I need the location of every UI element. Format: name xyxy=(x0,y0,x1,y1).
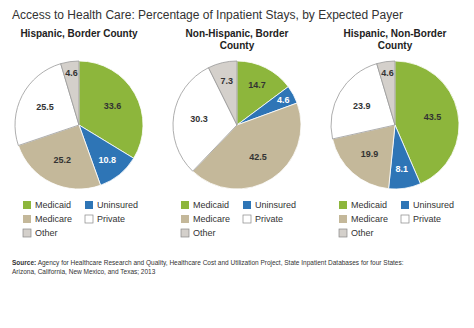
pie-slice xyxy=(377,61,395,125)
legend-entry: Private xyxy=(413,214,441,224)
legend-entry: Medicare xyxy=(193,214,230,224)
legend: Medicaid Uninsured Medicare Private Other xyxy=(181,200,296,238)
legend-swatch xyxy=(181,201,189,209)
legend-entry: Medicare xyxy=(351,214,388,224)
data-label: 14.7 xyxy=(248,80,266,90)
source: Source: Agency for Healthcare Research a… xyxy=(0,257,474,276)
title: Access to Health Care: Percentage of Inp… xyxy=(0,0,474,25)
legend-swatch xyxy=(181,215,189,223)
pie-slice xyxy=(331,64,395,139)
legend-entry: Other xyxy=(351,228,374,238)
pie-slice xyxy=(173,68,237,171)
data-label: 4.6 xyxy=(381,68,394,78)
legend-swatch xyxy=(23,229,31,237)
legend-swatch xyxy=(243,215,251,223)
chart: Hispanic, Border County 33.6 10.8 25.2 25.5 4… xyxy=(0,25,474,257)
pie-subtitle: Non-Hispanic, BorderCounty xyxy=(186,28,289,51)
data-label: 7.3 xyxy=(220,76,233,86)
pie-subtitle: Hispanic, Border County xyxy=(20,28,138,39)
data-label: 8.1 xyxy=(396,164,409,174)
pie-slice xyxy=(15,64,79,146)
legend-entry: Private xyxy=(97,214,125,224)
legend: Medicaid Uninsured Medicare Private Other xyxy=(23,200,138,238)
pie-subtitle: Hispanic, Non-BorderCounty xyxy=(344,28,447,51)
data-label: 19.9 xyxy=(361,149,379,159)
legend-entry: Medicaid xyxy=(193,200,229,210)
legend-swatch xyxy=(401,215,409,223)
data-label: 42.5 xyxy=(249,152,267,162)
legend: Medicaid Uninsured Medicare Private Other xyxy=(339,200,454,238)
legend-swatch xyxy=(85,215,93,223)
source-label: Source: xyxy=(12,259,36,266)
legend-entry: Uninsured xyxy=(413,200,454,210)
legend-swatch xyxy=(23,215,31,223)
legend-swatch xyxy=(85,201,93,209)
data-label: 30.3 xyxy=(190,114,208,124)
legend-swatch xyxy=(339,201,347,209)
legend-entry: Private xyxy=(255,214,283,224)
pie-chart: Hispanic, Non-BorderCounty 43.5 8.1 19.9 23.… xyxy=(331,28,459,238)
pie-slice xyxy=(209,61,237,125)
data-label: 4.6 xyxy=(277,95,290,105)
legend-swatch xyxy=(181,229,189,237)
pie-chart: Non-Hispanic, BorderCounty 14.7 4.6 42.5 30.… xyxy=(173,28,301,238)
data-label: 33.6 xyxy=(104,101,122,111)
data-label: 25.5 xyxy=(36,102,54,112)
legend-entry: Medicaid xyxy=(35,200,71,210)
data-label: 25.2 xyxy=(54,155,72,165)
pie-slice xyxy=(61,61,79,125)
legend-swatch xyxy=(401,201,409,209)
legend-swatch xyxy=(339,229,347,237)
pie-slice xyxy=(395,61,459,184)
data-label: 43.5 xyxy=(424,112,442,122)
legend-swatch xyxy=(243,201,251,209)
legend-entry: Other xyxy=(35,228,58,238)
data-label: 4.6 xyxy=(65,68,78,78)
legend-entry: Medicare xyxy=(35,214,72,224)
source-text: Agency for Healthcare Research and Quali… xyxy=(12,259,404,275)
legend-entry: Uninsured xyxy=(255,200,296,210)
legend-entry: Medicaid xyxy=(351,200,387,210)
pie-chart: Hispanic, Border County 33.6 10.8 25.2 25.5 4… xyxy=(15,28,143,238)
legend-entry: Uninsured xyxy=(97,200,138,210)
data-label: 10.8 xyxy=(99,155,117,165)
legend-swatch xyxy=(339,215,347,223)
legend-swatch xyxy=(23,201,31,209)
data-label: 23.9 xyxy=(353,101,371,111)
legend-entry: Other xyxy=(193,228,216,238)
